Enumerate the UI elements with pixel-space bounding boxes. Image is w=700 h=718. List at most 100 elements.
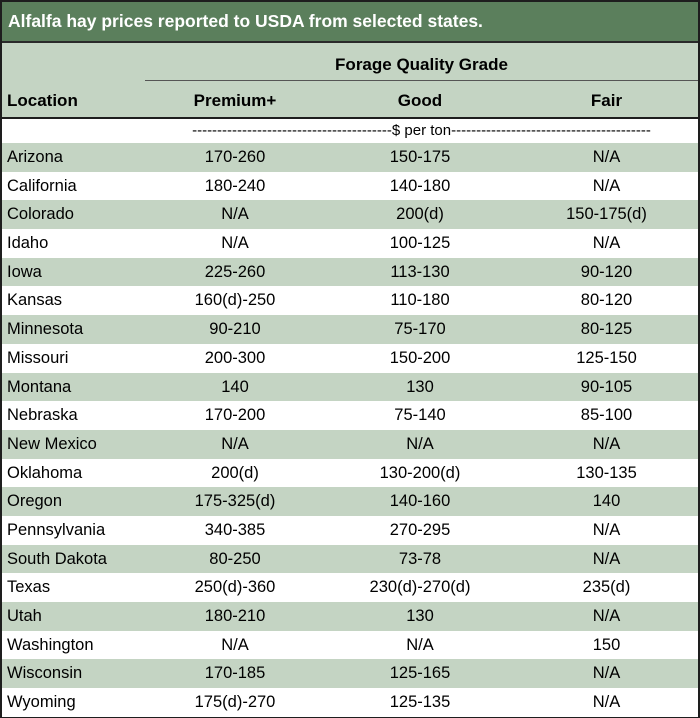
forage-quality-grade-label: Forage Quality Grade <box>335 55 508 74</box>
premium-price-cell: 200-300 <box>204 348 266 367</box>
location-cell: Utah <box>7 607 42 625</box>
fair-price-cell: 90-105 <box>580 377 633 396</box>
table-row: Texas 250(d)-360 230(d)-270(d) 235(d) <box>2 573 698 602</box>
fair-price-cell: 90-120 <box>580 262 633 281</box>
good-price-cell: 125-165 <box>389 664 451 683</box>
good-price-cell: 110-180 <box>390 291 450 310</box>
good-price-cell: 140-160 <box>389 492 451 511</box>
premium-price-cell: 170-200 <box>204 406 266 425</box>
premium-price-cell: 340-385 <box>204 520 266 539</box>
location-cell: Arizona <box>7 148 63 166</box>
good-column-header: Good <box>397 91 443 110</box>
fair-price-cell: N/A <box>592 234 621 253</box>
location-cell: Pennsylvania <box>7 520 106 539</box>
table-row: Idaho N/A 100-125 N/A <box>2 229 698 258</box>
premium-price-cell: 80-250 <box>209 549 261 568</box>
table-row: Wisconsin 170-185 125-165 N/A <box>2 659 698 689</box>
fair-price-cell: N/A <box>592 434 621 453</box>
good-price-cell: 140-180 <box>389 176 451 195</box>
table-row: Montana 140 130 90-105 <box>2 372 698 402</box>
premium-column-header: Premium+ <box>193 91 277 110</box>
good-price-cell: 73-78 <box>398 549 442 568</box>
fair-price-cell: N/A <box>592 176 621 195</box>
premium-price-cell: 180-240 <box>204 176 266 195</box>
table-row: Minnesota 90-210 75-170 80-125 <box>2 315 698 344</box>
header-divider <box>145 80 698 81</box>
table-row: South Dakota 80-250 73-78 N/A <box>2 544 698 574</box>
table-row: Oregon 175-325(d) 140-160 140 <box>2 487 698 516</box>
premium-price-cell: 250(d)-360 <box>194 578 276 597</box>
location-cell: Nebraska <box>7 406 78 425</box>
table-row: Colorado N/A 200(d) 150-175(d) <box>2 200 698 230</box>
premium-price-cell: 180-210 <box>204 607 266 625</box>
table-row: Wyoming 175(d)-270 125-135 N/A <box>2 688 698 717</box>
fair-price-cell: 80-125 <box>580 320 633 339</box>
fair-price-cell: 80-120 <box>580 291 633 310</box>
table-row: Nebraska 170-200 75-140 85-100 <box>2 401 698 430</box>
fair-column-header: Fair <box>590 91 623 110</box>
location-cell: Colorado <box>7 205 74 224</box>
fair-price-cell: 130-135 <box>576 463 637 482</box>
good-price-cell: 100-125 <box>389 234 451 253</box>
good-price-cell: 113-130 <box>390 262 450 281</box>
location-cell: Wyoming <box>7 693 76 712</box>
fair-price-cell: 150-175(d) <box>566 205 647 224</box>
location-cell: Oklahoma <box>7 463 83 482</box>
premium-price-cell: 225-260 <box>204 262 266 281</box>
good-price-cell: 130 <box>406 607 434 625</box>
table-title: Alfalfa hay prices reported to USDA from… <box>2 2 698 43</box>
good-price-cell: 270-295 <box>389 520 451 539</box>
location-cell: Missouri <box>7 348 69 367</box>
table-row: Iowa 225-260 113-130 90-120 <box>2 257 698 287</box>
fair-price-cell: 125-150 <box>576 348 637 367</box>
good-price-cell: 125-135 <box>389 693 451 712</box>
location-cell: California <box>7 176 77 195</box>
table-body: Arizona 170-260 150-175 N/A California 180-24… <box>2 143 698 717</box>
good-price-cell: 130 <box>406 377 434 396</box>
fair-price-cell: N/A <box>592 693 621 712</box>
good-price-cell: 150-175 <box>389 148 451 166</box>
fair-price-cell: N/A <box>592 607 621 625</box>
premium-price-cell: 170-185 <box>204 664 266 683</box>
location-cell: Kansas <box>7 291 63 310</box>
table-row: Arizona 170-260 150-175 N/A <box>2 143 698 172</box>
premium-price-cell: N/A <box>221 635 249 654</box>
location-cell: Iowa <box>7 262 42 281</box>
fair-price-cell: N/A <box>592 520 621 539</box>
fair-price-cell: N/A <box>592 549 621 568</box>
premium-price-cell: 170-260 <box>204 148 266 166</box>
table-row: Missouri 200-300 150-200 125-150 <box>2 343 698 373</box>
fair-price-cell: 85-100 <box>580 406 633 425</box>
good-price-cell: N/A <box>406 635 434 654</box>
table-row: Kansas 160(d)-250 110-180 80-120 <box>2 286 698 316</box>
premium-price-cell: 140 <box>221 377 249 396</box>
location-column-header: Location <box>7 91 78 110</box>
location-cell: Idaho <box>7 234 49 253</box>
premium-price-cell: N/A <box>221 205 249 224</box>
location-cell: Wisconsin <box>7 664 83 683</box>
premium-price-cell: 90-210 <box>209 320 261 339</box>
good-price-cell: 130-200(d) <box>379 463 461 482</box>
fair-price-cell: N/A <box>592 148 621 166</box>
location-cell: Washington <box>7 635 94 654</box>
table-row: Oklahoma 200(d) 130-200(d) 130-135 <box>2 458 698 488</box>
location-cell: New Mexico <box>7 434 97 453</box>
location-cell: Oregon <box>7 492 63 511</box>
premium-price-cell: N/A <box>221 234 249 253</box>
location-cell: South Dakota <box>7 549 107 568</box>
table-row: Pennsylvania 340-385 270-295 N/A <box>2 515 698 545</box>
premium-price-cell: 175-325(d) <box>194 492 276 511</box>
good-price-cell: 230(d)-270(d) <box>369 578 471 597</box>
units-row: ----------------------------------------… <box>2 119 698 143</box>
fair-price-cell: N/A <box>592 664 621 683</box>
premium-price-cell: 175(d)-270 <box>194 693 276 712</box>
fair-price-cell: 150 <box>592 635 621 654</box>
table-row: California 180-240 140-180 N/A <box>2 171 698 201</box>
table-row: Utah 180-210 130 N/A <box>2 602 698 631</box>
good-price-cell: 200(d) <box>396 205 444 224</box>
fair-price-cell: 140 <box>592 492 621 511</box>
location-cell: Montana <box>7 377 72 396</box>
premium-price-cell: 160(d)-250 <box>194 291 276 310</box>
units-label: ----------------------------------------… <box>192 122 651 139</box>
